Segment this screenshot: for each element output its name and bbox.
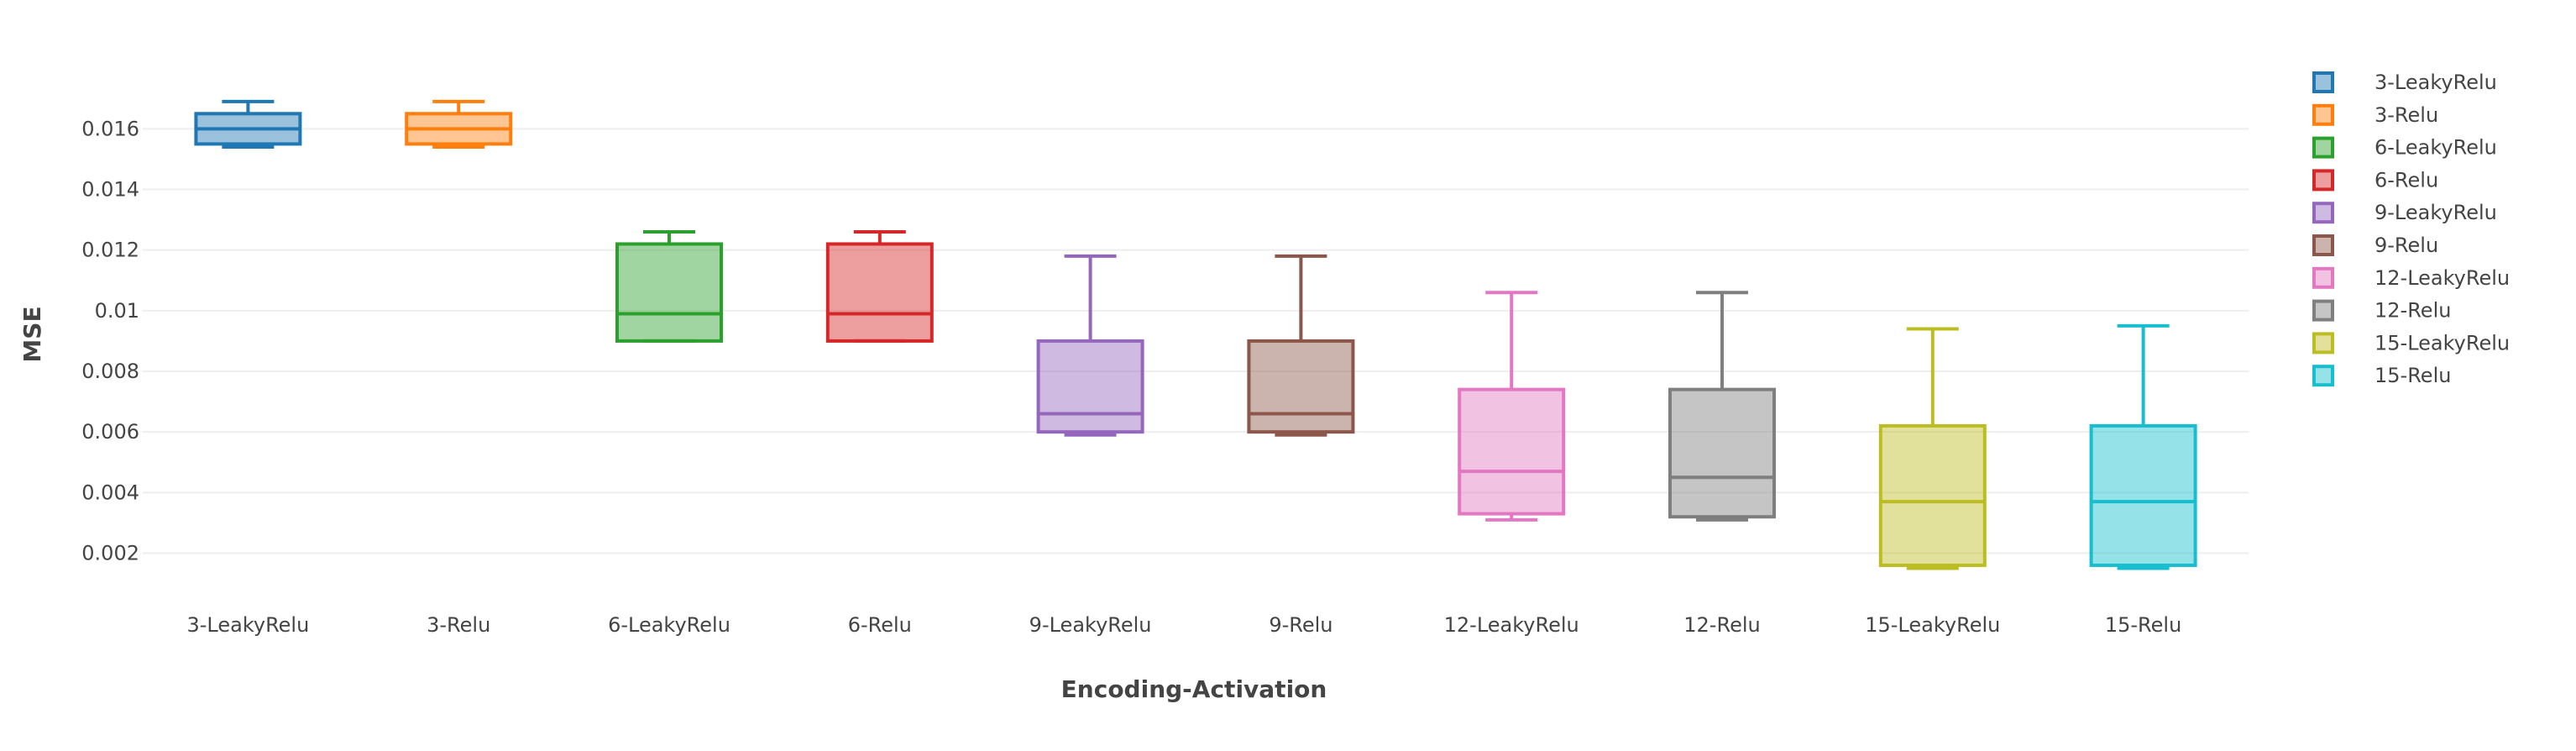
legend-item[interactable]: 3-Relu [2312, 103, 2438, 127]
grid-lines [143, 128, 2249, 554]
box-3-leakyrelu [194, 99, 302, 149]
y-tick-label: 0.012 [81, 239, 139, 262]
interquartile-box [1878, 423, 1987, 567]
legend-item[interactable]: 15-LeakyRelu [2312, 331, 2510, 354]
interquartile-box [2089, 423, 2197, 567]
box-12-leakyrelu [1458, 291, 1566, 522]
legend-label: 9-Relu [2374, 234, 2438, 257]
legend-swatch [2312, 365, 2334, 387]
legend-swatch [2312, 103, 2334, 126]
x-tick-label: 9-LeakyRelu [1029, 613, 1152, 637]
box-9-relu [1247, 254, 1355, 437]
legend-swatch [2312, 299, 2334, 322]
legend-item[interactable]: 12-Relu [2312, 299, 2451, 323]
y-tick-label: 0.016 [81, 117, 139, 140]
x-tick-label: 12-Relu [1683, 613, 1760, 637]
legend-swatch [2312, 136, 2334, 159]
legend-item[interactable]: 9-Relu [2312, 234, 2438, 257]
legend-item[interactable]: 6-Relu [2312, 168, 2438, 192]
legend-label: 9-LeakyRelu [2374, 201, 2497, 224]
x-tick-label: 15-LeakyRelu [1865, 613, 2000, 637]
box-plots [194, 99, 2197, 570]
legend-label: 15-LeakyRelu [2374, 331, 2510, 354]
y-tick-label: 0.008 [81, 360, 139, 383]
x-tick-label: 15-Relu [2105, 613, 2181, 637]
y-tick-label: 0.014 [81, 178, 139, 202]
legend-item[interactable]: 9-LeakyRelu [2312, 201, 2497, 224]
legend-label: 6-LeakyRelu [2374, 136, 2497, 160]
legend-item[interactable]: 15-Relu [2312, 364, 2451, 387]
interquartile-box [1668, 387, 1776, 519]
box-9-leakyrelu [1036, 254, 1144, 437]
legend-swatch [2312, 234, 2334, 256]
legend-swatch [2312, 202, 2334, 224]
legend-label: 15-Relu [2374, 364, 2451, 387]
box-15-relu [2089, 323, 2197, 570]
box-12-relu [1668, 291, 1776, 522]
x-axis-ticks: 3-LeakyRelu 3-Relu 6-LeakyRelu 6-Relu 9-Leak… [186, 613, 2181, 637]
y-axis-ticks: 0.002 0.004 0.006 0.008 0.01 0.012 0.014 0.016 [81, 117, 139, 565]
interquartile-box [1458, 387, 1566, 516]
x-tick-label: 6-LeakyRelu [608, 613, 730, 637]
x-tick-label: 9-Relu [1269, 613, 1333, 637]
interquartile-box [1036, 339, 1144, 434]
x-tick-label: 3-Relu [427, 613, 490, 637]
y-tick-label: 0.002 [81, 542, 139, 565]
interquartile-box [615, 242, 723, 343]
legend-label: 3-LeakyRelu [2374, 71, 2497, 94]
y-axis-title: MSE [18, 306, 46, 362]
box-6-leakyrelu [615, 230, 723, 343]
legend-swatch [2312, 71, 2334, 93]
y-tick-label: 0.01 [95, 299, 139, 323]
legend-label: 12-LeakyRelu [2374, 266, 2510, 290]
legend-item[interactable]: 12-LeakyRelu [2312, 266, 2510, 290]
legend-label: 6-Relu [2374, 168, 2438, 192]
interquartile-box [1247, 339, 1355, 434]
box-3-relu [405, 99, 513, 149]
x-tick-label: 12-LeakyRelu [1444, 613, 1579, 637]
legend-swatch [2312, 169, 2334, 192]
y-tick-label: 0.006 [81, 420, 139, 444]
legend-item[interactable]: 3-LeakyRelu [2312, 71, 2497, 94]
legend-item[interactable]: 6-LeakyRelu [2312, 136, 2497, 160]
legend-swatch [2312, 266, 2334, 289]
y-tick-label: 0.004 [81, 481, 139, 504]
legend-swatch [2312, 332, 2334, 354]
interquartile-box [825, 242, 934, 343]
box-15-leakyrelu [1878, 327, 1987, 570]
legend[interactable]: 3-LeakyRelu 3-Relu 6-LeakyRelu 6-Relu 9-Leak… [2312, 71, 2510, 387]
x-axis-title: Encoding-Activation [1061, 675, 1327, 703]
x-tick-label: 3-LeakyRelu [186, 613, 309, 637]
box-6-relu [825, 230, 934, 343]
legend-label: 3-Relu [2374, 103, 2438, 127]
x-tick-label: 6-Relu [848, 613, 912, 637]
legend-label: 12-Relu [2374, 299, 2451, 323]
